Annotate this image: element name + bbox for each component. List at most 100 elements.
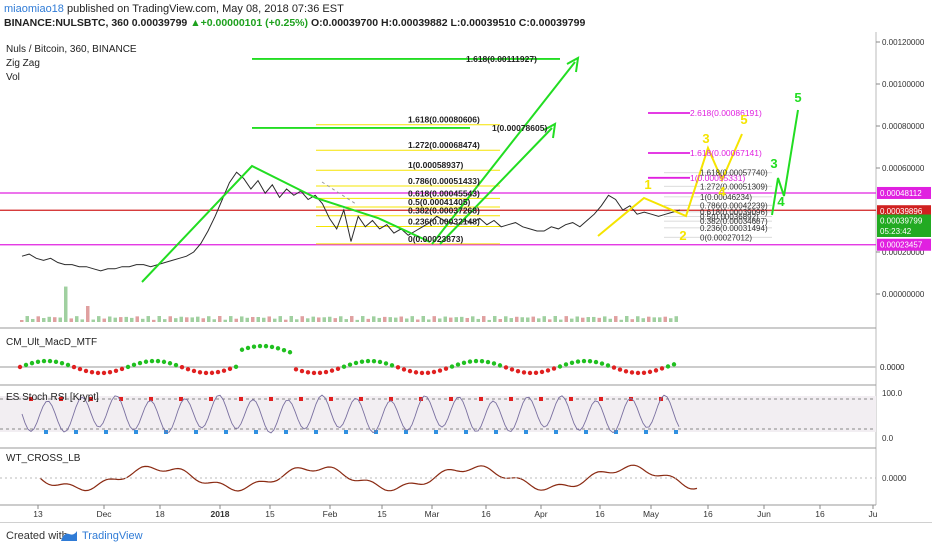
volume-bar bbox=[229, 316, 233, 322]
macd-dot bbox=[221, 368, 227, 373]
fib-white-label: 0(0.00027012) bbox=[700, 233, 752, 242]
volume-bar bbox=[168, 316, 172, 322]
volume-bar bbox=[185, 317, 189, 322]
green-projection-arrow bbox=[431, 61, 576, 245]
fib-white-label: 1.272(0.00051309) bbox=[700, 182, 768, 191]
macd-dot bbox=[131, 362, 137, 368]
stoch-oversold-marker bbox=[434, 430, 438, 434]
macd-dot bbox=[71, 364, 77, 370]
volume-bar bbox=[251, 316, 255, 322]
macd-dot bbox=[167, 361, 173, 366]
stoch-overbought-marker bbox=[449, 397, 453, 401]
volume-bar bbox=[669, 318, 673, 322]
volume-bar bbox=[196, 316, 200, 322]
volume-bar bbox=[366, 318, 370, 322]
macd-dot bbox=[485, 359, 491, 365]
macd-dot bbox=[623, 369, 629, 374]
volume-bar bbox=[135, 316, 139, 322]
volume-bar bbox=[80, 319, 84, 322]
price-badge bbox=[877, 214, 931, 227]
stoch-oversold-marker bbox=[104, 430, 108, 434]
volume-bar bbox=[526, 317, 530, 322]
fib-level-label: 0.236(0.00032148) bbox=[408, 216, 480, 226]
y-tick-label: 0.00100000 bbox=[882, 80, 925, 89]
macd-dot bbox=[215, 369, 221, 375]
macd-dot bbox=[425, 370, 431, 376]
volume-bar bbox=[515, 316, 519, 322]
macd-dot bbox=[329, 368, 335, 373]
fib-green-label: 1(0.00078605) bbox=[492, 123, 547, 133]
macd-dot bbox=[611, 365, 617, 370]
volume-bar bbox=[383, 316, 387, 322]
fib-white-label: 1(0.00046234) bbox=[700, 193, 752, 202]
volume-bar bbox=[113, 317, 117, 322]
y-tick-label: 0.00080000 bbox=[882, 122, 925, 131]
green-projection-arrow bbox=[439, 127, 553, 245]
volume-bar bbox=[625, 316, 629, 322]
macd-dot bbox=[605, 363, 611, 368]
macd-dot bbox=[413, 370, 419, 375]
x-tick-label: 16 bbox=[595, 509, 605, 519]
fib-white-label: 0.618(0.00039096) bbox=[700, 208, 768, 217]
price-badge bbox=[877, 238, 931, 251]
fib-level-label: 1(0.00058937) bbox=[408, 160, 463, 170]
stoch-overbought-marker bbox=[629, 397, 633, 401]
volume-bar bbox=[36, 316, 40, 322]
price-badge bbox=[877, 186, 931, 199]
volume-bar bbox=[306, 318, 310, 322]
volume-bar bbox=[25, 316, 29, 322]
stoch-overbought-marker bbox=[479, 397, 483, 401]
author-link[interactable]: miaomiao18 bbox=[4, 3, 64, 15]
volume-bar bbox=[174, 318, 178, 322]
volume-bar bbox=[245, 317, 249, 322]
macd-dot bbox=[593, 359, 599, 365]
volume-bar bbox=[179, 316, 183, 322]
arrow-head-icon bbox=[566, 56, 580, 73]
fib-level-label: 0.5(0.00041405) bbox=[408, 197, 471, 207]
macd-dot bbox=[461, 360, 467, 366]
volume-bar bbox=[493, 316, 497, 322]
volume-bar bbox=[608, 318, 612, 322]
volume-bar bbox=[300, 316, 304, 322]
volume-bar bbox=[658, 317, 662, 322]
macd-dot bbox=[185, 366, 191, 372]
tradingview-brand[interactable]: TradingView bbox=[82, 530, 143, 542]
macd-dot bbox=[545, 368, 551, 373]
volume-bar bbox=[75, 316, 79, 322]
volume-bar bbox=[240, 316, 244, 322]
x-tick-label: 16 bbox=[703, 509, 713, 519]
volume-bar bbox=[20, 320, 24, 322]
macd-dot bbox=[431, 369, 437, 375]
y-tick-label: 0.00000000 bbox=[882, 290, 925, 299]
macd-dot bbox=[251, 344, 257, 349]
volume-bar bbox=[394, 317, 398, 322]
volume-bar bbox=[405, 318, 409, 322]
stoch-overbought-marker bbox=[29, 397, 33, 401]
volume-bar bbox=[31, 318, 35, 322]
y-tick-label: 0.00120000 bbox=[882, 38, 925, 47]
stoch-oversold-marker bbox=[554, 430, 558, 434]
macd-dot bbox=[113, 368, 119, 373]
macd-dot bbox=[395, 365, 401, 370]
volume-bar bbox=[432, 316, 436, 322]
volume-bar bbox=[504, 316, 508, 322]
macd-dot bbox=[401, 367, 407, 372]
stoch-line bbox=[21, 394, 680, 434]
chart-area[interactable]: 1.618(0.00080606) 1.272(0.00068474) 1(0.00… bbox=[0, 32, 932, 522]
volume-bar bbox=[630, 319, 634, 322]
volume-bar bbox=[575, 316, 579, 322]
macd-dot bbox=[353, 360, 359, 366]
macd-dot bbox=[665, 364, 671, 369]
macd-dot bbox=[449, 364, 455, 369]
volume-bar bbox=[141, 318, 145, 322]
macd-dot bbox=[527, 370, 533, 376]
macd-dot bbox=[629, 370, 635, 375]
macd-dot bbox=[101, 370, 107, 376]
macd-dot bbox=[305, 370, 311, 375]
wt-panel-title: WT_CROSS_LB bbox=[6, 453, 81, 464]
volume-bar bbox=[69, 318, 73, 322]
volume-bar bbox=[482, 316, 486, 322]
x-tick-label: Mar bbox=[425, 509, 440, 519]
volume-bar bbox=[64, 286, 68, 322]
macd-dot bbox=[191, 368, 197, 374]
